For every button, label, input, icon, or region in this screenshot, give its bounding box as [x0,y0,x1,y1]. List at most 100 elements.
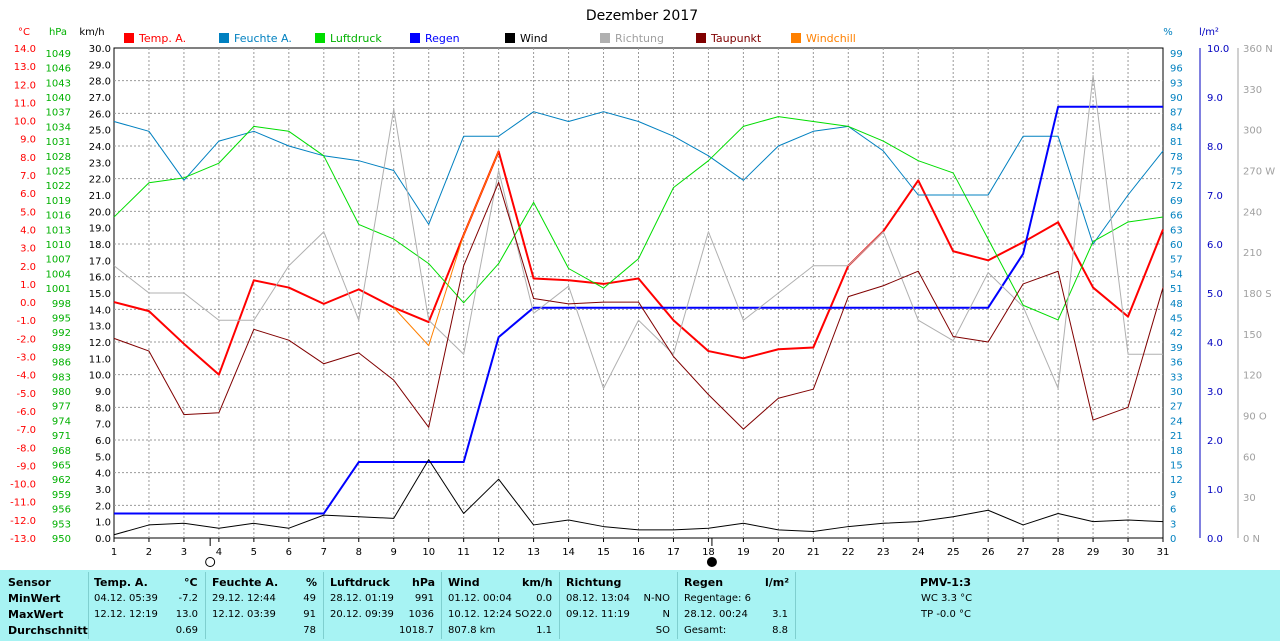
x-tick-label: 31 [1157,547,1170,558]
wind-axis-tick-label: 19.0 [89,224,111,235]
humidity-unit-label: % [1163,27,1173,38]
rain-axis-tick-label: 0.0 [1207,534,1223,545]
wind-axis-tick-label: 10.0 [89,371,111,382]
grid [113,47,1164,542]
humidity-axis-tick-label: 12 [1170,475,1183,486]
pressure-axis-tick-label: 989 [52,343,71,354]
temp-axis-tick-label: -3.0 [16,353,36,364]
weather-chart: Dezember 2017 1 2 3 4 5 6 7 8 9 10 11 12 13 14 15 16 17 1… [10,8,1275,567]
temp-min-time: 04.12. 05:39 [94,593,158,604]
pressure-axis-tick-label: 974 [52,416,71,427]
temp-axis-tick-label: -12.0 [10,516,36,527]
pressure-axis-tick-label: 1043 [46,78,71,89]
header-pmv: PMV-1:3 [920,576,971,589]
wind-axis-tick-label: 27.0 [89,93,111,104]
humidity-axis-tick-label: 63 [1170,225,1183,236]
wind-axis-tick-label: 4.0 [95,469,111,480]
x-tick-label: 27 [1017,547,1030,558]
x-tick-label: 28 [1052,547,1065,558]
pressure-axis-tick-label: 965 [52,461,71,472]
rain-axis-tick-label: 6.0 [1207,240,1223,251]
new-moon-icon [205,557,216,567]
direction-axis-tick-label: 120 [1243,371,1262,382]
temp-axis-tick-label: -9.0 [16,461,36,472]
pressure-avg: 1018.7 [399,625,434,636]
pressure-axis-tick-label: 1004 [46,269,71,280]
temp-axis-tick-label: -11.0 [10,498,36,509]
direction-min: N-NO [643,593,670,604]
x-tick-label: 25 [947,547,960,558]
humidity-axis-tick-label: 15 [1170,461,1183,472]
x-tick-label: 19 [737,547,750,558]
pressure-axis-tick-label: 1022 [46,181,71,192]
series-regen [114,105,1163,515]
humidity-max: 91 [303,609,316,620]
rain-axis-tick-label: 2.0 [1207,436,1223,447]
header-pressure-unit: hPa [412,576,436,589]
direction-axis-tick-label: 240 [1243,207,1262,218]
rain-axis-tick-label: 9.0 [1207,93,1223,104]
humidity-axis-tick-label: 84 [1170,122,1183,133]
header-direction: Richtung [566,576,622,589]
wind-axis-tick-label: 22.0 [89,175,111,186]
legend-swatch [219,33,229,43]
pressure-axis-tick-label: 971 [52,431,71,442]
wind-axis-tick-label: 5.0 [95,452,111,463]
header-temp-unit: °C [184,576,198,589]
rain-axis-tick-label: 8.0 [1207,142,1223,153]
wind-min: 0.0 [536,593,552,604]
rain-total-label: Gesamt: [684,625,727,636]
temp-axis-tick-label: 11.0 [14,98,36,109]
humidity-axis-tick-label: 27 [1170,402,1183,413]
humidity-axis-tick-label: 48 [1170,299,1183,310]
pressure-axis-tick-label: 995 [52,314,71,325]
x-tick-label: 8 [356,547,362,558]
direction-axis-tick-label: 180 S [1243,289,1272,300]
humidity-axis-tick-label: 24 [1170,416,1183,427]
rain-axis-tick-label: 1.0 [1207,485,1223,496]
humidity-axis-tick-label: 33 [1170,372,1183,383]
pressure-axis-tick-label: 992 [52,328,71,339]
wind-axis-tick-label: 2.0 [95,501,111,512]
legend-swatch [791,33,801,43]
pressure-axis-tick-label: 986 [52,358,71,369]
series-feuchte-a [113,111,1164,245]
humidity-axis-tick-label: 9 [1170,490,1176,501]
humidity-axis-tick-label: 57 [1170,255,1183,266]
rain-total: 8.8 [772,625,788,636]
humidity-axis-tick-label: 60 [1170,240,1183,251]
wind-axis-tick-label: 9.0 [95,387,111,398]
x-tick-label: 3 [181,547,187,558]
pmv-windchill: WC 3.3 °C [921,593,973,604]
pressure-axis-tick-label: 953 [52,519,71,530]
x-tick-label: 2 [146,547,152,558]
pressure-axis-tick-label: 1007 [46,255,71,266]
x-tick-label: 23 [877,547,890,558]
direction-min-time: 08.12. 13:04 [566,593,630,604]
wind-axis-tick-label: 18.0 [89,240,111,251]
temp-axis-tick-label: 8.0 [20,153,36,164]
rain-axis-tick-label: 3.0 [1207,387,1223,398]
axes: 1 2 3 4 5 6 7 8 9 10 11 12 13 14 15 16 17 18 19 20 21 22 23 24 2… [10,27,1275,558]
humidity-axis-tick-label: 0 [1170,534,1176,545]
pressure-unit-label: hPa [49,27,67,38]
header-rain-unit: l/m² [765,576,790,589]
x-tick-label: 5 [251,547,257,558]
direction-axis-tick-label: 30 [1243,493,1256,504]
header-rain: Regen [684,576,724,589]
header-pressure: Luftdruck [330,576,390,589]
pressure-axis-tick-label: 977 [52,402,71,413]
pressure-axis-tick-label: 983 [52,372,71,383]
temp-max-time: 12.12. 12:19 [94,609,158,620]
legend-label: Richtung [615,32,664,45]
pressure-axis-tick-label: 1025 [46,167,71,178]
wind-axis-tick-label: 0.0 [95,534,111,545]
pressure-axis-tick-label: 1001 [46,284,71,295]
pressure-axis-tick-label: 1034 [46,122,71,133]
rain-axis-tick-label: 5.0 [1207,289,1223,300]
pressure-axis-tick-label: 1031 [46,137,71,148]
pressure-axis-tick-label: 1046 [46,64,71,75]
temp-unit-label: °C [18,27,30,38]
pressure-axis-tick-label: 1013 [46,225,71,236]
pressure-axis-tick-label: 956 [52,505,71,516]
